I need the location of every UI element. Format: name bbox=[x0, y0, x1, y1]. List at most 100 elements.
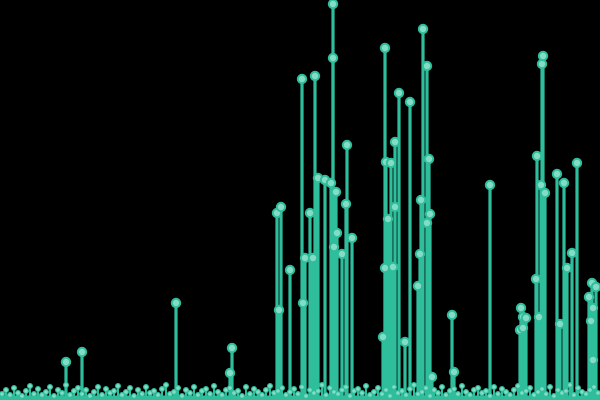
noise-marker bbox=[15, 390, 22, 397]
peak-marker bbox=[377, 331, 389, 343]
noise-marker bbox=[323, 392, 330, 399]
noise-marker bbox=[499, 386, 506, 393]
peak-marker bbox=[331, 227, 343, 239]
noise-marker bbox=[595, 390, 600, 396]
noise-marker bbox=[483, 388, 490, 395]
noise-marker bbox=[307, 387, 314, 394]
peak-marker bbox=[327, 52, 339, 64]
noise-marker bbox=[46, 384, 53, 391]
noise-marker bbox=[275, 388, 282, 395]
noise-marker bbox=[514, 383, 521, 390]
peak-marker bbox=[325, 177, 337, 189]
noise-marker bbox=[355, 386, 362, 393]
peak-marker bbox=[414, 248, 426, 260]
noise-marker bbox=[227, 385, 234, 392]
noise-marker bbox=[255, 389, 262, 396]
noise-marker bbox=[2, 387, 10, 394]
noise-marker bbox=[102, 386, 109, 393]
noise-marker bbox=[263, 387, 270, 394]
noise-marker bbox=[11, 385, 18, 392]
peak-marker bbox=[328, 241, 340, 253]
noise-marker bbox=[34, 386, 41, 393]
noise-marker bbox=[163, 382, 170, 389]
noise-marker bbox=[475, 385, 482, 392]
noise-marker bbox=[295, 391, 302, 398]
noise-marker bbox=[82, 387, 89, 394]
noise-marker bbox=[31, 391, 38, 398]
noise-marker bbox=[586, 387, 593, 394]
noise-marker bbox=[155, 392, 162, 399]
noise-marker bbox=[195, 392, 202, 399]
peak-marker bbox=[531, 150, 543, 162]
noise-marker bbox=[335, 391, 342, 398]
peak-marker bbox=[307, 252, 319, 264]
peak-marker bbox=[304, 207, 316, 219]
peak-marker bbox=[226, 342, 238, 354]
peak-marker bbox=[551, 168, 563, 180]
noise-marker bbox=[0, 391, 5, 397]
noise-marker bbox=[183, 387, 190, 394]
noise-marker bbox=[179, 393, 186, 400]
peak-marker bbox=[387, 261, 399, 273]
noise-marker bbox=[287, 389, 294, 396]
noise-marker bbox=[131, 393, 138, 400]
noise-marker bbox=[443, 392, 450, 399]
noise-marker bbox=[542, 391, 549, 398]
baseline-band bbox=[0, 395, 600, 400]
peak-marker bbox=[340, 198, 352, 210]
peak-marker bbox=[379, 42, 391, 54]
noise-marker bbox=[554, 387, 561, 394]
noise-marker bbox=[259, 392, 266, 399]
noise-marker bbox=[459, 383, 466, 390]
noise-marker bbox=[171, 389, 178, 396]
peak-marker bbox=[346, 232, 358, 244]
peak-marker bbox=[533, 311, 545, 323]
noise-marker bbox=[27, 383, 34, 390]
noise-marker bbox=[423, 385, 430, 392]
noise-marker bbox=[267, 383, 274, 390]
noise-marker bbox=[383, 387, 390, 394]
noise-marker bbox=[403, 392, 410, 399]
noise-marker bbox=[491, 384, 498, 391]
noise-marker bbox=[379, 391, 386, 398]
noise-marker bbox=[522, 388, 529, 395]
noise-marker bbox=[159, 386, 166, 393]
noise-marker bbox=[98, 392, 105, 399]
noise-marker bbox=[42, 389, 49, 396]
peak-marker bbox=[587, 302, 599, 314]
noise-marker bbox=[451, 386, 458, 393]
peak-marker bbox=[571, 157, 583, 169]
noise-marker bbox=[94, 384, 101, 391]
noise-marker bbox=[538, 386, 545, 393]
noise-marker bbox=[175, 385, 182, 392]
noise-marker bbox=[187, 390, 194, 397]
peak-marker bbox=[421, 217, 433, 229]
peak-marker bbox=[389, 201, 401, 213]
noise-marker bbox=[495, 391, 502, 398]
peak-marker bbox=[446, 309, 458, 321]
noise-marker bbox=[219, 392, 226, 399]
noise-marker bbox=[50, 393, 57, 400]
peak-marker bbox=[284, 264, 296, 276]
noise-marker bbox=[151, 388, 158, 395]
noise-marker bbox=[291, 386, 298, 393]
peak-marker bbox=[537, 50, 549, 62]
noise-marker bbox=[279, 385, 286, 392]
peak-marker bbox=[517, 322, 529, 334]
noise-marker bbox=[251, 386, 258, 393]
noise-marker bbox=[359, 390, 366, 397]
noise-marker bbox=[407, 386, 414, 393]
noise-marker bbox=[467, 392, 474, 399]
noise-marker bbox=[347, 393, 354, 400]
peak-marker bbox=[535, 179, 547, 191]
noise-marker bbox=[562, 388, 569, 395]
peak-marker bbox=[170, 297, 182, 309]
peak-marker bbox=[275, 201, 287, 213]
peak-marker bbox=[417, 23, 429, 35]
noise-marker bbox=[54, 387, 61, 394]
noise-marker bbox=[247, 391, 254, 398]
noise-marker bbox=[570, 392, 577, 399]
